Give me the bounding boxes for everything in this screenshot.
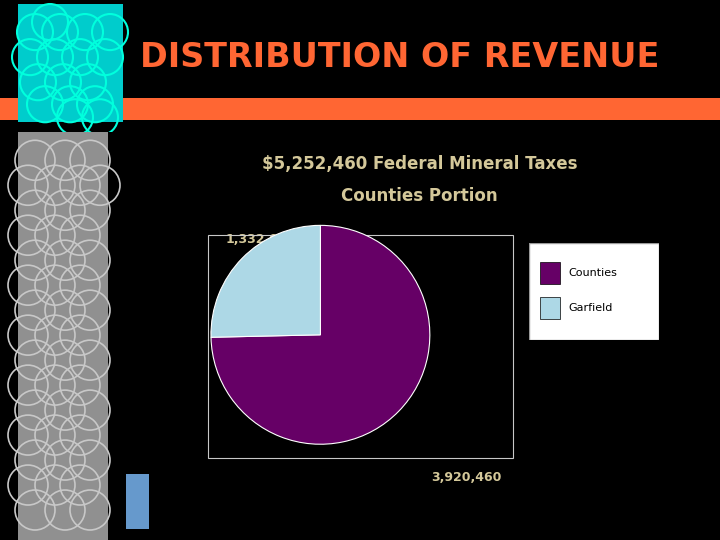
- Text: Counties Portion: Counties Portion: [341, 187, 498, 205]
- Bar: [126, 474, 150, 529]
- Text: Garfield: Garfield: [568, 303, 613, 313]
- Bar: [0, 98, 720, 120]
- Text: DISTRIBUTION OF REVENUE: DISTRIBUTION OF REVENUE: [140, 40, 660, 73]
- Bar: [539, 298, 560, 319]
- Bar: [18, 132, 108, 540]
- Wedge shape: [211, 225, 320, 338]
- Text: $5,252,460 Federal Mineral Taxes: $5,252,460 Federal Mineral Taxes: [261, 155, 577, 173]
- Wedge shape: [211, 225, 430, 444]
- Bar: [208, 235, 513, 458]
- Text: 3,920,460: 3,920,460: [431, 471, 502, 484]
- Bar: [539, 262, 560, 284]
- Bar: [18, 4, 123, 122]
- Text: 1,332,000: 1,332,000: [226, 233, 296, 246]
- Text: Counties: Counties: [568, 268, 617, 278]
